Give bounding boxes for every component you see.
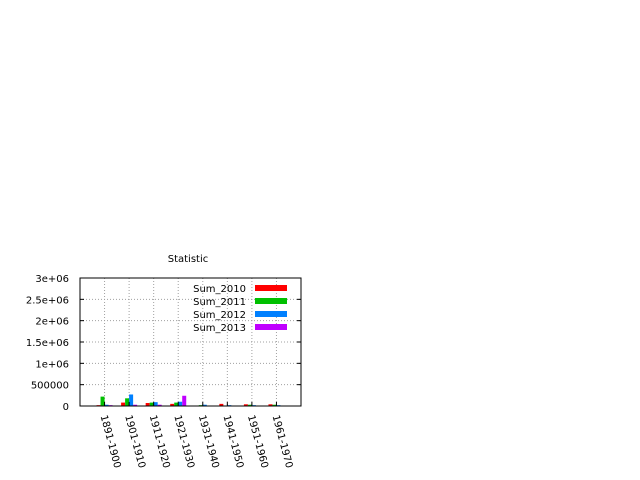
bar-sum-2013 (182, 395, 187, 406)
bar-sum-2012 (104, 404, 109, 406)
bar-sum-2013 (133, 404, 138, 406)
y-axis: 0 500000 1e+06 1.5e+06 2e+06 2.5e+06 3e+06 (26, 274, 301, 413)
bar-sum-2013 (157, 404, 162, 406)
x-tick-label: 1901-1910 (122, 414, 147, 470)
bar-sum-2011 (272, 404, 277, 406)
bar-sum-2012 (129, 394, 134, 406)
legend-swatch (255, 311, 287, 317)
bar-sum-2011 (100, 396, 105, 406)
y-tick-label: 3e+06 (35, 274, 69, 285)
bar-sum-2010 (145, 403, 150, 406)
x-tick-label: 1951-1960 (245, 414, 270, 470)
x-tick-label: 1921-1930 (171, 414, 196, 470)
y-tick-label: 1e+06 (35, 359, 69, 370)
y-tick-label: 0 (63, 402, 69, 413)
x-tick-label: 1961-1970 (270, 414, 295, 470)
x-tick-label: 1891-1900 (98, 414, 123, 470)
bar-sum-2011 (125, 398, 130, 406)
legend-swatch (255, 324, 287, 330)
x-tick-label: 1941-1950 (220, 414, 245, 470)
grid (80, 278, 301, 406)
bar-sum-2011 (174, 402, 179, 406)
legend-swatch (255, 298, 287, 304)
legend: Sum_2010 Sum_2011 Sum_2012 Sum_2013 (193, 284, 287, 334)
bar-sum-2012 (202, 404, 207, 406)
x-tick-label: 1931-1940 (196, 414, 221, 470)
bar-sum-2010 (243, 404, 248, 406)
bar-sum-2010 (121, 402, 126, 406)
bar-sum-2012 (153, 402, 158, 406)
legend-label: Sum_2013 (193, 323, 246, 334)
y-tick-label: 500000 (31, 381, 69, 392)
bar-sum-2010 (219, 403, 224, 406)
bar-sum-2010 (170, 403, 175, 406)
bar-sum-2010 (268, 404, 273, 406)
bars (96, 394, 285, 406)
y-tick-label: 2.5e+06 (26, 295, 69, 306)
x-axis: 1891-1900 1901-1910 1911-1920 1921-1930 1931… (98, 402, 295, 470)
bar-sum-2012 (178, 401, 183, 406)
chart-title: Statistic (168, 254, 209, 265)
legend-label: Sum_2012 (193, 310, 246, 321)
legend-label: Sum_2010 (193, 284, 246, 295)
y-tick-label: 2e+06 (35, 317, 69, 328)
legend-label: Sum_2011 (193, 297, 246, 308)
bar-sum-2011 (247, 404, 252, 406)
bar-sum-2011 (149, 402, 154, 406)
y-tick-label: 1.5e+06 (26, 338, 69, 349)
legend-swatch (255, 285, 287, 291)
x-tick-label: 1911-1920 (147, 414, 172, 470)
